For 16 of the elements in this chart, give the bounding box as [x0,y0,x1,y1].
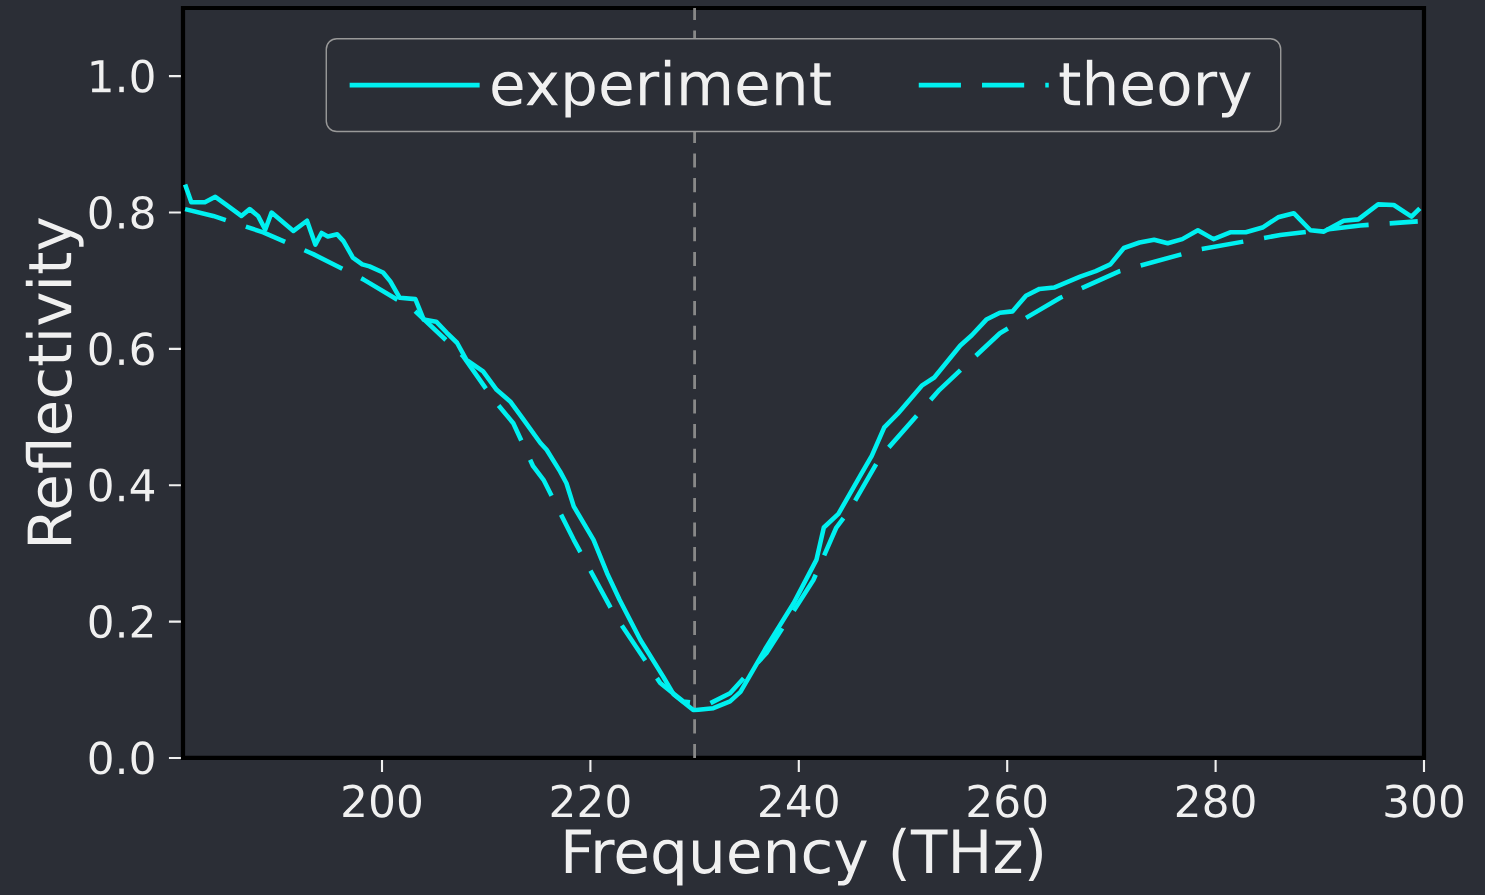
legend-label: theory [1059,59,1251,118]
x-tick-label: 200 [343,784,421,818]
x-tick-label: 240 [760,784,838,818]
x-tick-label: 300 [1385,784,1463,818]
y-tick-label: 1.0 [91,59,154,93]
legend-label: experiment [492,59,831,118]
y-tick-label: 0.6 [89,332,154,366]
x-tick-label: 220 [551,784,630,818]
y-tick-label: 0.0 [89,741,154,775]
y-axis-title: Reflectivity [25,217,84,544]
y-tick-label: 0.4 [89,468,155,502]
x-axis-title: Frequency (THz) [565,827,1042,886]
x-tick-label: 260 [968,784,1047,818]
x-tick-label: 280 [1176,784,1255,818]
y-tick-label: 0.2 [89,604,153,639]
y-tick-label: 0.8 [89,195,154,230]
